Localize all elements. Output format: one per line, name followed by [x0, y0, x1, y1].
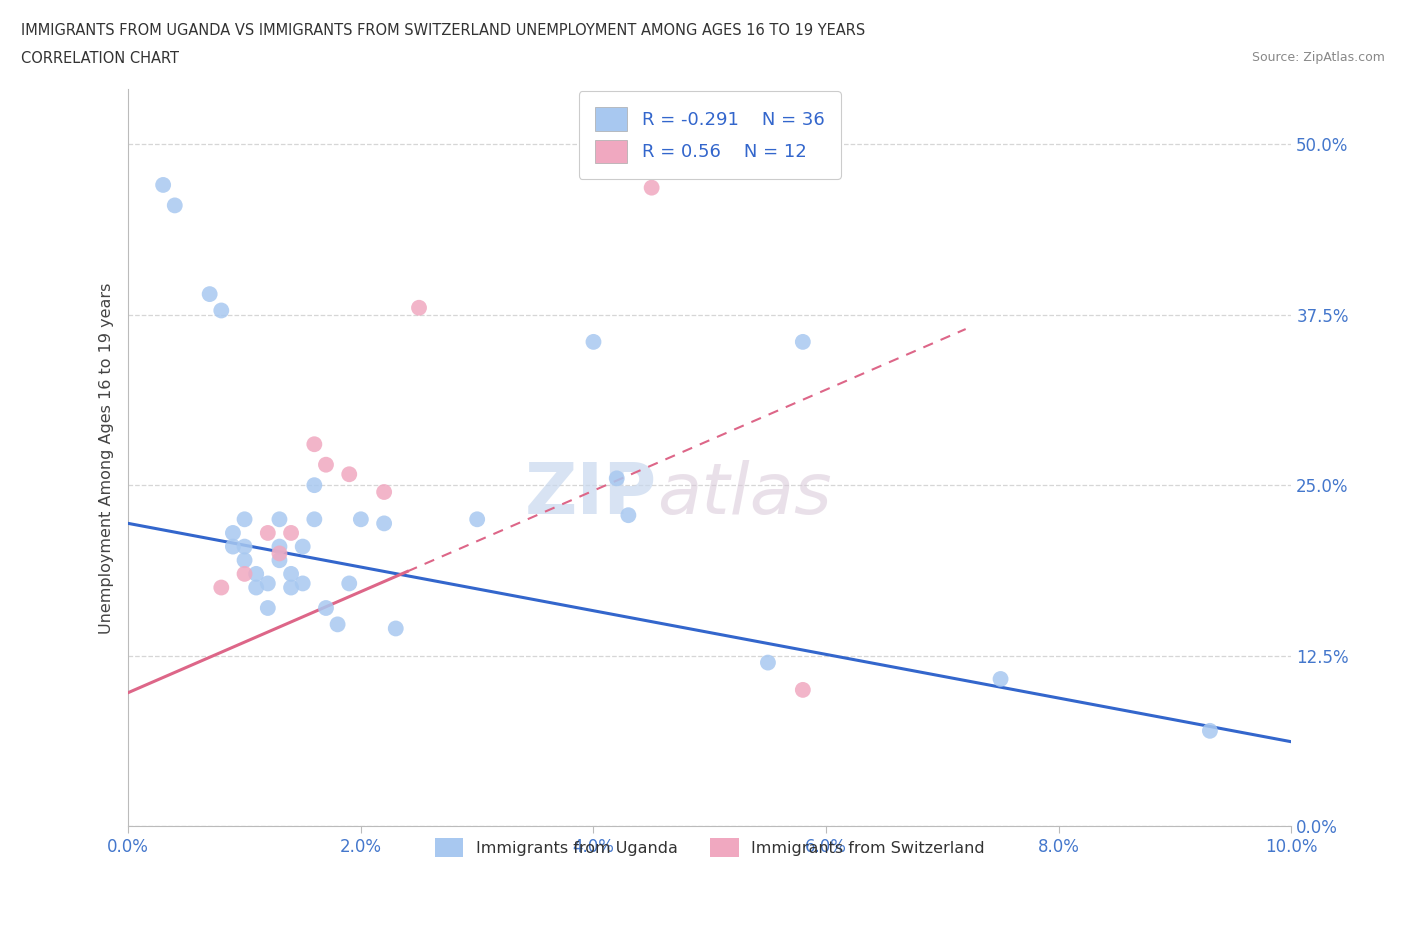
Text: IMMIGRANTS FROM UGANDA VS IMMIGRANTS FROM SWITZERLAND UNEMPLOYMENT AMONG AGES 16: IMMIGRANTS FROM UGANDA VS IMMIGRANTS FRO…: [21, 23, 865, 38]
Point: [792, 683, 814, 698]
Point: [233, 512, 256, 526]
Point: [606, 471, 628, 485]
Point: [198, 286, 221, 301]
Point: [280, 566, 302, 581]
Point: [373, 516, 395, 531]
Text: atlas: atlas: [658, 460, 832, 529]
Point: [304, 478, 326, 493]
Point: [233, 539, 256, 554]
Point: [163, 198, 186, 213]
Point: [280, 525, 302, 540]
Point: [337, 576, 360, 591]
Point: [233, 552, 256, 567]
Point: [315, 601, 337, 616]
Point: [256, 576, 278, 591]
Point: [152, 178, 174, 193]
Point: [245, 566, 267, 581]
Point: [222, 539, 245, 554]
Point: [209, 580, 232, 595]
Point: [304, 437, 326, 452]
Point: [1199, 724, 1222, 738]
Point: [256, 601, 278, 616]
Point: [291, 539, 314, 554]
Point: [269, 512, 291, 526]
Point: [315, 458, 337, 472]
Point: [617, 508, 640, 523]
Point: [373, 485, 395, 499]
Point: [280, 580, 302, 595]
Point: [350, 512, 373, 526]
Point: [640, 180, 662, 195]
Point: [233, 566, 256, 581]
Point: [326, 617, 349, 631]
Text: CORRELATION CHART: CORRELATION CHART: [21, 51, 179, 66]
Point: [756, 655, 779, 670]
Point: [408, 300, 430, 315]
Point: [582, 335, 605, 350]
Point: [269, 546, 291, 561]
Point: [990, 671, 1012, 686]
Point: [465, 512, 488, 526]
Point: [256, 525, 278, 540]
Point: [245, 580, 267, 595]
Point: [384, 621, 406, 636]
Point: [269, 539, 291, 554]
Point: [222, 525, 245, 540]
Point: [304, 512, 326, 526]
Point: [209, 303, 232, 318]
Point: [269, 552, 291, 567]
Point: [792, 335, 814, 350]
Y-axis label: Unemployment Among Ages 16 to 19 years: Unemployment Among Ages 16 to 19 years: [100, 282, 114, 633]
Point: [291, 576, 314, 591]
Text: Source: ZipAtlas.com: Source: ZipAtlas.com: [1251, 51, 1385, 64]
Text: ZIP: ZIP: [526, 460, 658, 529]
Legend: Immigrants from Uganda, Immigrants from Switzerland: Immigrants from Uganda, Immigrants from …: [422, 825, 998, 870]
Point: [337, 467, 360, 482]
